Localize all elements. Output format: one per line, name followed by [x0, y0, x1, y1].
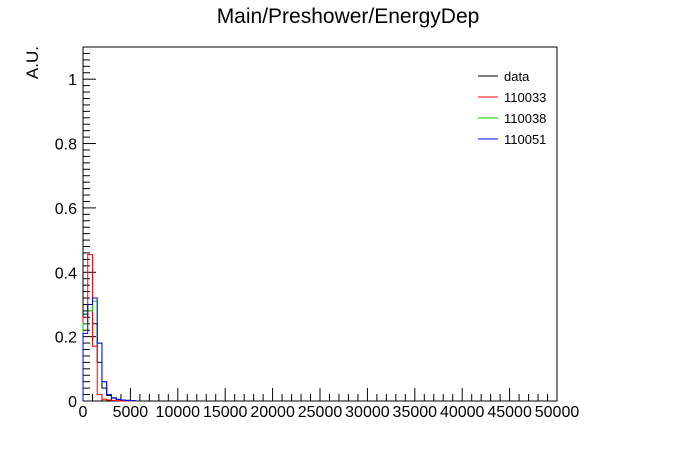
x-tick-label: 20000: [250, 404, 295, 421]
y-axis-label: A.U.: [23, 46, 42, 79]
y-axis: 0 0.2 0.4 0.6 0.8 1: [55, 46, 96, 411]
y-tick-label: 1: [68, 72, 77, 89]
series-110038-histogram: [82, 300, 136, 402]
legend-label: 110033: [504, 90, 546, 105]
y-tick-label: 0: [68, 394, 77, 411]
legend: data 110033 110038 110051: [478, 69, 546, 147]
x-tick-label: 45000: [487, 404, 532, 421]
x-tick-label: 5000: [113, 404, 149, 421]
x-tick-label: 15000: [203, 404, 248, 421]
x-tick-label: 35000: [393, 404, 438, 421]
x-tick-label: 25000: [298, 404, 343, 421]
legend-label: data: [504, 69, 530, 84]
x-axis: 0 5000 10000 15000 20000 25000 30000 35000 40000…: [79, 388, 580, 421]
series-110033-histogram: [82, 254, 136, 402]
chart-title: Main/Preshower/EnergyDep: [217, 5, 480, 28]
x-tick-label: 50000: [535, 404, 580, 421]
x-tick-label: 10000: [156, 404, 201, 421]
series-110051-histogram: [82, 297, 136, 402]
x-tick-label: 40000: [440, 404, 485, 421]
y-tick-label: 0.4: [55, 265, 77, 282]
x-tick-label: 30000: [345, 404, 390, 421]
plot-frame: [82, 46, 558, 402]
legend-label: 110038: [504, 111, 546, 126]
y-tick-label: 0.8: [55, 137, 77, 154]
y-tick-label: 0.6: [55, 201, 77, 218]
y-tick-label: 0.2: [55, 330, 77, 347]
legend-label: 110051: [504, 132, 546, 147]
series-data-histogram: [82, 303, 136, 402]
series-group: [82, 254, 136, 402]
x-tick-label: 0: [79, 404, 88, 421]
